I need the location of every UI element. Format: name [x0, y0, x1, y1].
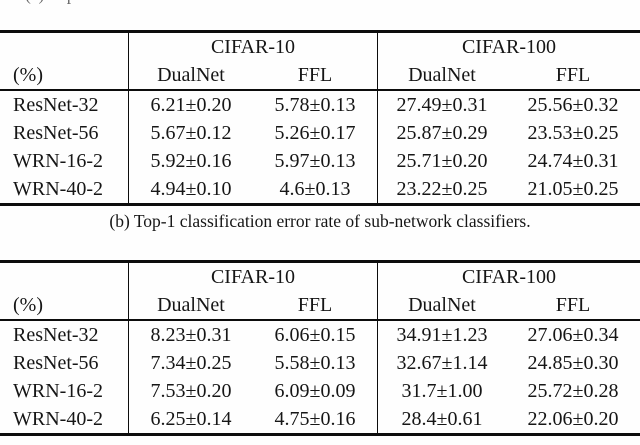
bottomrule — [0, 203, 640, 206]
value-cell: 6.09±0.09 — [274, 379, 356, 402]
group-header-cifar100: CIFAR-100 — [377, 263, 640, 292]
value-cell: 25.87±0.29 — [377, 119, 506, 147]
value-cell: 5.26±0.17 — [274, 121, 356, 144]
group-header-cifar100: CIFAR-100 — [377, 33, 640, 62]
row-label: ResNet-32 — [13, 323, 99, 346]
row-label: WRN-40-2 — [13, 407, 103, 430]
value-cell: 7.53±0.20 — [128, 377, 253, 405]
table-header: CIFAR-10 CIFAR-100 (%) DualNet FFL DualN… — [0, 33, 640, 89]
value-cell: 22.06±0.20 — [527, 407, 619, 430]
value-cell: 5.67±0.12 — [128, 119, 253, 147]
value-cell: 7.34±0.25 — [128, 349, 253, 377]
group-header-cifar10: CIFAR-10 — [128, 263, 377, 292]
table-fused-classifiers: CIFAR-10 CIFAR-100 (%) DualNet FFL DualN… — [0, 30, 640, 206]
value-cell: 23.22±0.25 — [377, 175, 506, 203]
value-cell: 25.56±0.32 — [527, 93, 619, 116]
sub-header-dualnet-cifar10: DualNet — [128, 292, 253, 319]
unit-label: (%) — [13, 294, 43, 316]
value-cell: 4.6±0.13 — [279, 177, 351, 200]
value-cell: 5.78±0.13 — [274, 93, 356, 116]
value-cell: 21.05±0.25 — [527, 177, 619, 200]
value-cell: 28.4±0.61 — [377, 405, 506, 433]
table-sub-network-classifiers: CIFAR-10 CIFAR-100 (%) DualNet FFL DualN… — [0, 260, 640, 436]
table-body: ResNet-32 6.21±0.20 5.78±0.13 27.49±0.31… — [0, 91, 640, 203]
sub-header-ffl-cifar100: FFL — [555, 294, 591, 316]
sub-header-ffl-cifar10: FFL — [297, 294, 333, 316]
sub-header-dualnet-cifar100: DualNet — [377, 62, 506, 89]
value-cell: 25.71±0.20 — [377, 147, 506, 175]
sub-header-dualnet-cifar10: DualNet — [128, 62, 253, 89]
value-cell: 24.74±0.31 — [527, 149, 619, 172]
sub-header-dualnet-cifar100: DualNet — [377, 292, 506, 319]
value-cell: 5.97±0.13 — [274, 149, 356, 172]
value-cell: 34.91±1.23 — [377, 321, 506, 349]
midrule — [0, 319, 640, 321]
row-label: WRN-16-2 — [13, 149, 103, 172]
caption-a-clipped: (a) Top-1 classification error rate of f… — [0, 0, 640, 5]
value-cell: 31.7±1.00 — [377, 377, 506, 405]
value-cell: 27.49±0.31 — [377, 91, 506, 119]
value-cell: 4.75±0.16 — [274, 407, 356, 430]
toprule — [0, 30, 640, 33]
value-cell: 6.21±0.20 — [128, 91, 253, 119]
corner-cell — [0, 263, 128, 292]
row-label: ResNet-32 — [13, 93, 99, 116]
caption-a-clipped-text: (a) Top-1 classification error rate of f… — [25, 0, 640, 4]
value-cell: 32.67±1.14 — [377, 349, 506, 377]
value-cell: 6.25±0.14 — [128, 405, 253, 433]
value-cell: 5.92±0.16 — [128, 147, 253, 175]
value-cell: 4.94±0.10 — [128, 175, 253, 203]
table-header: CIFAR-10 CIFAR-100 (%) DualNet FFL DualN… — [0, 263, 640, 319]
row-label: ResNet-56 — [13, 351, 99, 374]
midrule — [0, 89, 640, 91]
value-cell: 24.85±0.30 — [527, 351, 619, 374]
table-body: ResNet-32 8.23±0.31 6.06±0.15 34.91±1.23… — [0, 321, 640, 433]
value-cell: 5.58±0.13 — [274, 351, 356, 374]
value-cell: 23.53±0.25 — [527, 121, 619, 144]
value-cell: 25.72±0.28 — [527, 379, 619, 402]
row-label: WRN-16-2 — [13, 379, 103, 402]
sub-header-ffl-cifar10: FFL — [297, 64, 333, 86]
corner-cell — [0, 33, 128, 62]
bottomrule — [0, 433, 640, 436]
unit-label: (%) — [13, 64, 43, 86]
toprule — [0, 260, 640, 263]
row-label: WRN-40-2 — [13, 177, 103, 200]
sub-header-ffl-cifar100: FFL — [555, 64, 591, 86]
caption-b: (b) Top-1 classification error rate of s… — [109, 211, 531, 231]
value-cell: 8.23±0.31 — [128, 321, 253, 349]
value-cell: 6.06±0.15 — [274, 323, 356, 346]
value-cell: 27.06±0.34 — [527, 323, 619, 346]
row-label: ResNet-56 — [13, 121, 99, 144]
group-header-cifar10: CIFAR-10 — [128, 33, 377, 62]
